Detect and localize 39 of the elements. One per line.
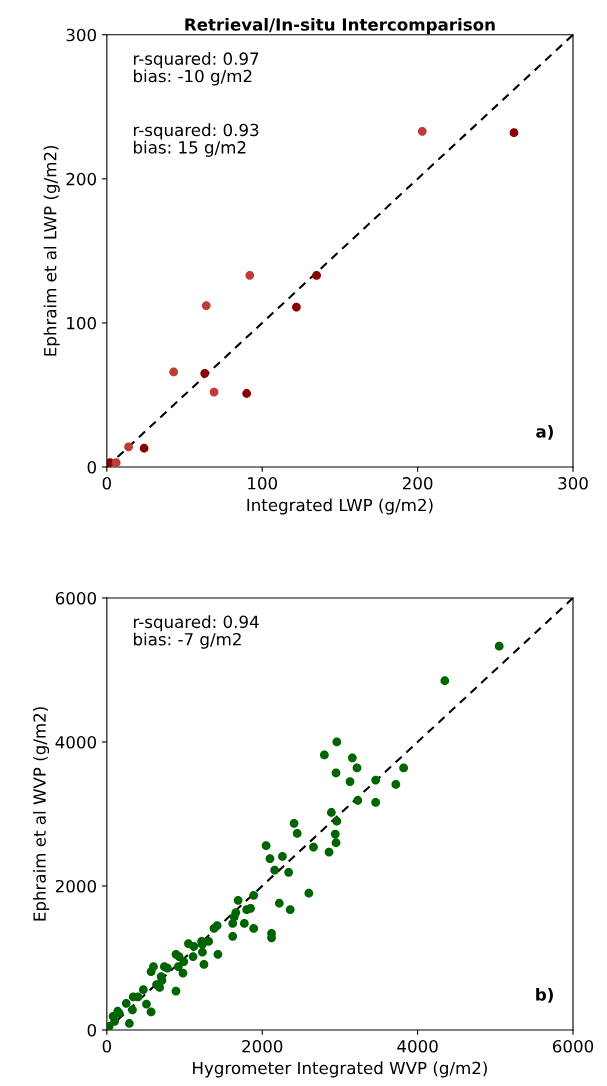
point xyxy=(509,128,519,138)
x-tick-label: 2000 xyxy=(242,1039,283,1053)
annotation: r-squared: 0.97 bias: -10 g/m2 xyxy=(133,52,259,86)
x-tick-label: 0 xyxy=(102,477,112,490)
y-tick-label: 4000 xyxy=(55,735,96,749)
y-tick-label: 300 xyxy=(66,28,96,42)
y-tick-label: 200 xyxy=(66,172,96,186)
annotation: b) xyxy=(536,987,553,1003)
point xyxy=(111,458,121,467)
point xyxy=(209,387,219,397)
point xyxy=(139,443,149,453)
x-axis-title: Integrated LWP (g/m2) xyxy=(247,498,433,515)
point xyxy=(201,301,211,311)
y-tick-label: 0 xyxy=(87,460,96,474)
point xyxy=(292,302,301,312)
y-axis-title: Ephraim et al WVP (g/m2) xyxy=(33,707,50,921)
x-tick-label: 100 xyxy=(248,477,278,490)
x-axis-title: Hygrometer Integrated WVP (g/m2) xyxy=(193,1061,487,1078)
point xyxy=(312,270,321,280)
x-tick-label: 4000 xyxy=(397,1039,438,1053)
y-axis-title: Ephraim et al LWP (g/m2) xyxy=(43,145,60,356)
x-tick-label: 300 xyxy=(558,477,588,490)
annotation: r-squared: 0.93 bias: 15 g/m2 xyxy=(133,123,259,157)
x-tick-label: 6000 xyxy=(552,1039,594,1053)
point xyxy=(245,270,255,280)
chart-title: Retrieval/In-situ Intercomparison xyxy=(185,17,495,35)
y-tick-label: 100 xyxy=(67,316,96,330)
annotation: r-squared: 0.94 bias: -7 g/m2 xyxy=(133,615,259,649)
point xyxy=(124,442,133,452)
annotation: a) xyxy=(536,424,553,440)
x-tick-label: 0 xyxy=(102,1039,112,1053)
y-tick-label: 0 xyxy=(87,1023,96,1037)
y-tick-label: 6000 xyxy=(55,591,96,605)
point xyxy=(242,389,252,398)
point xyxy=(200,368,210,378)
y-tick-label: 2000 xyxy=(55,879,96,893)
point xyxy=(169,367,179,377)
point xyxy=(417,126,427,136)
x-tick-label: 200 xyxy=(402,477,433,490)
